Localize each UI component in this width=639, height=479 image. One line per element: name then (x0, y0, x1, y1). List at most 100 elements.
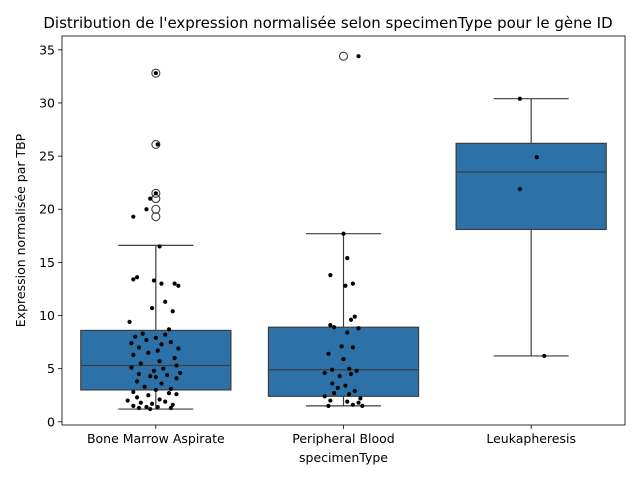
data-point (332, 325, 337, 330)
data-point (153, 191, 158, 196)
data-point (347, 392, 352, 397)
data-point (345, 399, 350, 404)
outlier-marker (151, 204, 161, 214)
data-point (345, 330, 350, 335)
data-point (170, 402, 175, 407)
data-point (348, 317, 354, 322)
outlier-marker (151, 188, 161, 198)
data-point (326, 351, 331, 356)
data-point (163, 399, 168, 404)
data-point (350, 402, 355, 407)
y-tick-label: 0 (47, 414, 55, 429)
data-point (148, 406, 153, 412)
data-point (356, 54, 361, 59)
data-point (153, 71, 158, 76)
y-tick-label: 30 (39, 95, 55, 110)
data-point (341, 357, 346, 362)
data-point (136, 371, 142, 377)
data-point (161, 366, 166, 371)
x-axis-label: specimenType (299, 450, 388, 465)
data-point (517, 186, 523, 192)
outlier-marker (338, 51, 349, 61)
data-point (330, 367, 335, 372)
data-point (172, 355, 177, 361)
data-point (341, 231, 346, 236)
data-point (153, 387, 158, 393)
axes-frame (61, 35, 626, 426)
data-point (144, 337, 149, 343)
data-point (176, 346, 181, 351)
data-point (166, 327, 172, 332)
y-tick-label: 20 (39, 202, 55, 217)
data-point (534, 155, 539, 160)
data-point (140, 331, 145, 336)
data-point (151, 368, 157, 373)
data-point (352, 388, 357, 394)
outlier-marker (151, 212, 161, 222)
plot-area: 0 5 10 15 20 25 30 35 Bone Marrow Aspirate Periph… (39, 35, 626, 446)
data-point (144, 404, 149, 410)
data-point (328, 322, 333, 328)
data-point (356, 326, 361, 331)
data-point (125, 398, 130, 403)
data-point (127, 319, 132, 325)
data-point (352, 314, 357, 319)
data-point (174, 392, 179, 397)
data-point (131, 277, 136, 282)
data-point (153, 375, 158, 380)
data-point (170, 309, 175, 314)
data-point (168, 386, 173, 391)
data-point (149, 305, 155, 311)
data-point (163, 332, 168, 337)
data-point (159, 381, 164, 386)
data-point (155, 404, 160, 410)
data-point (322, 370, 327, 376)
data-point (133, 334, 138, 339)
data-point (348, 371, 354, 377)
data-point (168, 339, 173, 345)
data-point (345, 256, 350, 261)
data-point (131, 389, 136, 395)
outlier-marker (151, 139, 161, 149)
data-point (131, 352, 136, 357)
data-point (343, 383, 348, 388)
y-axis-label: Expression normalisée par TBP (13, 133, 28, 327)
data-point (328, 273, 333, 278)
data-point (159, 342, 164, 347)
data-point (517, 96, 523, 101)
data-point (350, 345, 355, 350)
data-point (157, 244, 162, 249)
data-point (163, 299, 168, 304)
data-point (129, 341, 134, 346)
data-point (148, 374, 153, 379)
data-point (129, 365, 134, 370)
data-point (134, 379, 140, 384)
data-point (172, 281, 177, 286)
data-point (328, 398, 333, 403)
y-tick-label: 10 (39, 308, 55, 323)
data-point (332, 391, 337, 396)
data-point (168, 405, 173, 411)
data-point (326, 403, 331, 408)
data-point (155, 142, 160, 147)
data-point (153, 335, 158, 340)
data-point (148, 196, 153, 201)
chart-title: Distribution de l'expression normalisée … (43, 14, 612, 32)
y-tick-label: 15 (39, 255, 55, 270)
y-tick-label: 25 (39, 149, 55, 164)
data-point (164, 372, 170, 378)
data-point (343, 283, 348, 288)
data-point (176, 283, 181, 288)
data-point (155, 348, 160, 353)
data-point (358, 396, 363, 401)
y-tick-label: 35 (39, 42, 55, 57)
data-point (134, 395, 140, 400)
data-point (174, 376, 179, 381)
data-point (159, 281, 164, 286)
data-point (360, 403, 365, 408)
data-point (138, 361, 143, 366)
outlier-marker (151, 68, 161, 78)
data-point (136, 345, 142, 350)
data-point (542, 353, 547, 359)
